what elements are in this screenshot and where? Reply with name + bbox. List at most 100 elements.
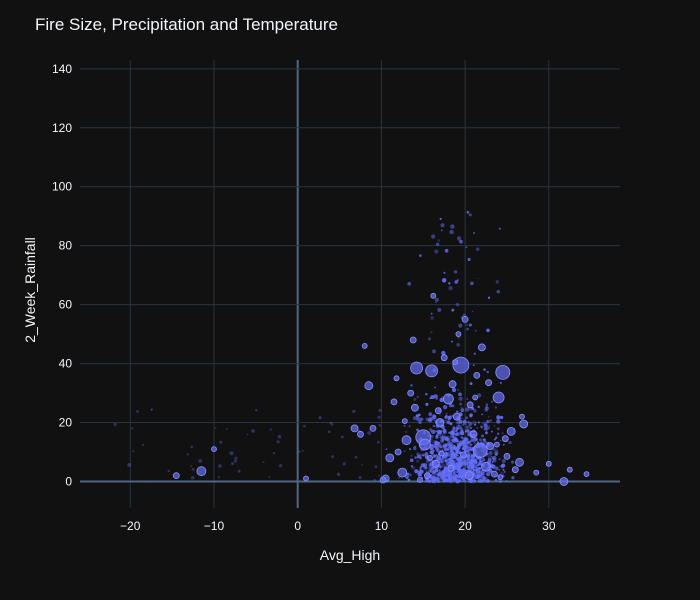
data-point[interactable]: [423, 472, 431, 480]
data-point[interactable]: [379, 476, 387, 484]
data-point[interactable]: [472, 394, 479, 401]
data-point[interactable]: [452, 412, 461, 421]
data-point[interactable]: [533, 469, 540, 476]
background-point: [441, 435, 446, 440]
background-point: [438, 413, 441, 416]
data-point[interactable]: [410, 403, 419, 412]
background-point: [441, 434, 444, 438]
data-point[interactable]: [461, 315, 469, 323]
data-point[interactable]: [485, 379, 493, 387]
data-point[interactable]: [459, 451, 467, 459]
data-point[interactable]: [559, 477, 569, 486]
data-point[interactable]: [357, 430, 364, 438]
data-point[interactable]: [515, 457, 524, 467]
x-tick-label: 30: [542, 519, 556, 533]
background-point: [448, 403, 453, 408]
data-point[interactable]: [364, 381, 374, 391]
background-point: [460, 436, 463, 438]
data-point[interactable]: [492, 391, 505, 404]
data-point[interactable]: [486, 442, 495, 451]
data-point[interactable]: [401, 418, 408, 425]
background-point: [451, 340, 453, 343]
data-point[interactable]: [583, 471, 590, 478]
data-point[interactable]: [425, 364, 439, 378]
data-point[interactable]: [452, 359, 459, 366]
data-point[interactable]: [369, 424, 377, 432]
data-point[interactable]: [447, 464, 455, 472]
data-point[interactable]: [211, 446, 217, 453]
data-point[interactable]: [472, 443, 488, 458]
x-tick-label: −10: [204, 519, 225, 533]
data-point[interactable]: [566, 466, 573, 473]
data-point[interactable]: [442, 393, 454, 405]
background-point: [490, 455, 493, 458]
background-point: [440, 229, 443, 232]
data-point[interactable]: [503, 452, 511, 460]
background-point: [443, 466, 447, 470]
data-point[interactable]: [501, 435, 509, 443]
data-point[interactable]: [455, 331, 462, 338]
background-point: [441, 457, 444, 460]
data-point[interactable]: [440, 354, 448, 362]
data-point[interactable]: [430, 292, 437, 299]
background-point: [431, 441, 434, 444]
data-point[interactable]: [401, 435, 412, 446]
data-point[interactable]: [394, 448, 402, 456]
data-point[interactable]: [431, 459, 440, 468]
background-point: [412, 446, 417, 451]
data-point[interactable]: [303, 475, 309, 482]
background-point: [425, 456, 428, 459]
data-point[interactable]: [409, 336, 417, 344]
background-point: [440, 465, 442, 468]
data-point[interactable]: [434, 407, 442, 415]
background-point: [448, 403, 453, 408]
background-point: [469, 448, 473, 452]
data-point[interactable]: [427, 454, 433, 461]
data-point[interactable]: [511, 466, 519, 474]
data-point[interactable]: [407, 389, 415, 397]
background-point: [493, 438, 496, 441]
data-point[interactable]: [519, 413, 525, 420]
data-point[interactable]: [490, 470, 498, 478]
background-point: [435, 434, 439, 438]
data-point[interactable]: [390, 398, 398, 406]
background-point: [491, 430, 493, 433]
background-point: [448, 457, 452, 462]
background-point: [425, 417, 430, 422]
data-point[interactable]: [466, 401, 474, 409]
data-point[interactable]: [435, 418, 445, 427]
data-point[interactable]: [545, 460, 552, 467]
data-point[interactable]: [473, 371, 481, 379]
data-point[interactable]: [477, 343, 486, 352]
data-point[interactable]: [393, 375, 400, 382]
data-point[interactable]: [172, 472, 180, 480]
background-point: [479, 478, 485, 484]
background-point: [466, 445, 469, 448]
data-point[interactable]: [506, 426, 516, 436]
data-point[interactable]: [448, 380, 457, 389]
data-point[interactable]: [350, 424, 359, 433]
data-point[interactable]: [481, 461, 491, 472]
background-point: [448, 444, 450, 446]
data-point[interactable]: [469, 430, 478, 439]
data-point[interactable]: [495, 364, 511, 380]
background-point: [462, 459, 467, 464]
data-point[interactable]: [493, 441, 500, 448]
data-point[interactable]: [361, 342, 368, 349]
background-point: [446, 438, 449, 441]
data-point[interactable]: [438, 450, 445, 457]
data-point[interactable]: [385, 453, 395, 463]
data-point[interactable]: [418, 438, 431, 451]
data-point[interactable]: [464, 471, 474, 481]
data-point[interactable]: [397, 467, 408, 478]
data-point[interactable]: [196, 466, 207, 477]
data-point[interactable]: [519, 419, 529, 429]
background-point: [495, 466, 498, 470]
background-point: [456, 469, 460, 473]
data-point[interactable]: [410, 361, 424, 375]
data-point[interactable]: [497, 474, 504, 481]
data-point[interactable]: [416, 477, 423, 483]
background-point: [429, 397, 432, 400]
background-point: [477, 421, 480, 424]
background-point: [440, 229, 443, 232]
